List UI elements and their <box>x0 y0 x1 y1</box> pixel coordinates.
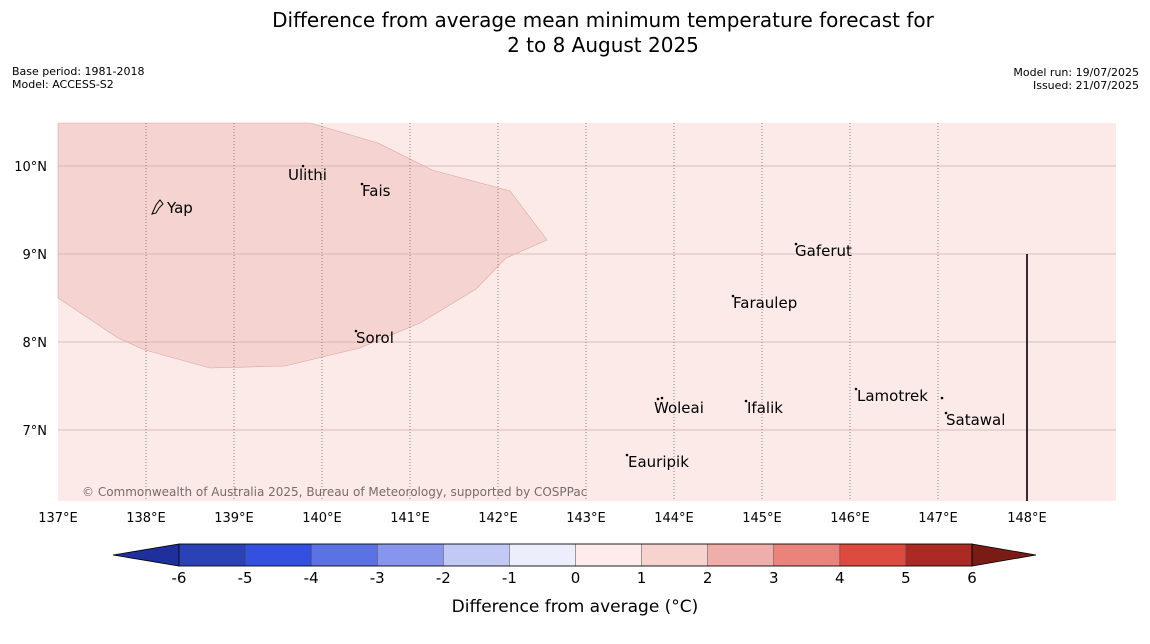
lon-label-141e: 141°E <box>390 511 430 526</box>
place-label-woleai: Woleai <box>654 399 704 417</box>
title-line-1: Difference from average mean minimum tem… <box>272 8 934 32</box>
colorbar-tick-label: -4 <box>304 569 319 587</box>
lon-label-138e: 138°E <box>126 511 166 526</box>
lon-label-146e: 146°E <box>830 511 870 526</box>
lat-label-9n: 9°N <box>23 248 48 263</box>
colorbar-segment <box>244 543 312 567</box>
title-line-2: 2 to 8 August 2025 <box>507 33 699 57</box>
colorbar-tick-label: 2 <box>703 569 713 587</box>
lon-label-137e: 137°E <box>38 511 78 526</box>
place-label-sorol: Sorol <box>356 329 394 347</box>
meta-right: Model run: 19/07/2025 Issued: 21/07/2025 <box>1013 66 1139 92</box>
colorbar-segment <box>773 543 841 567</box>
ulithi-dot <box>301 164 305 168</box>
woleai-dot-1 <box>656 397 660 401</box>
island-markers <box>151 164 948 457</box>
colorbar: -6 -5 -4 -3 -2 -1 0 1 2 3 4 5 6 Difference from aver… <box>112 543 1037 617</box>
colorbar-segment <box>178 543 246 567</box>
sorol-dot <box>354 329 358 333</box>
lon-labels: 137°E 138°E 139°E 140°E 141°E 142°E 143°… <box>38 511 1047 526</box>
colorbar-tick-label: 1 <box>637 569 647 587</box>
colorbar-segment <box>839 543 907 567</box>
colorbar-segment <box>575 543 643 567</box>
base-period: Base period: 1981-2018 <box>12 65 145 78</box>
colorbar-title: Difference from average (°C) <box>452 597 699 617</box>
place-label-lamotrek: Lamotrek <box>857 387 928 405</box>
colorbar-tick-label: -6 <box>172 569 187 587</box>
woleai-dot-2 <box>660 396 664 400</box>
colorbar-right-extension <box>971 543 1037 567</box>
satawal-dot <box>944 411 948 415</box>
lamotrek-dot <box>854 387 858 391</box>
lat-label-8n: 8°N <box>23 336 48 351</box>
place-labels: Yap Ulithi Fais Gaferut Faraulep Sorol L… <box>166 166 1005 471</box>
gaferut-dot <box>794 242 798 246</box>
lat-labels: 10°N 9°N 8°N 7°N <box>14 160 47 439</box>
place-label-eauripik: Eauripik <box>628 453 689 471</box>
lon-label-148e: 148°E <box>1007 511 1047 526</box>
place-label-ulithi: Ulithi <box>288 166 327 184</box>
lon-label-142e: 142°E <box>478 511 518 526</box>
model-name: Model: ACCESS-S2 <box>12 78 114 91</box>
place-label-gaferut: Gaferut <box>795 242 852 260</box>
colorbar-tick-label: 4 <box>835 569 845 587</box>
lon-label-143e: 143°E <box>566 511 606 526</box>
colorbar-tick-label: -1 <box>502 569 517 587</box>
lon-label-139e: 139°E <box>214 511 254 526</box>
small-island-dot <box>940 396 944 400</box>
ifalik-dot <box>744 399 748 403</box>
colorbar-tick-label: -5 <box>238 569 253 587</box>
colorbar-tick-labels: -6 -5 -4 -3 -2 -1 0 1 2 3 4 5 6 <box>172 569 977 587</box>
faraulep-dot <box>731 294 735 298</box>
colorbar-tick-label: 0 <box>571 569 581 587</box>
place-label-fais: Fais <box>362 182 391 200</box>
place-label-faraulep: Faraulep <box>733 294 797 312</box>
lon-label-147e: 147°E <box>918 511 958 526</box>
lat-label-10n: 10°N <box>14 160 47 175</box>
colorbar-segment <box>509 543 577 567</box>
lon-gridlines <box>145 123 939 501</box>
colorbar-segment <box>377 543 445 567</box>
model-run: Model run: 19/07/2025 <box>1013 66 1139 79</box>
meta-left: Base period: 1981-2018 Model: ACCESS-S2 <box>12 65 144 91</box>
colorbar-segment <box>310 543 378 567</box>
eauripik-dot <box>625 453 629 457</box>
colorbar-segment <box>443 543 511 567</box>
fais-dot <box>360 182 364 186</box>
place-label-yap: Yap <box>166 199 193 217</box>
lon-label-140e: 140°E <box>302 511 342 526</box>
lat-label-7n: 7°N <box>23 424 48 439</box>
lon-label-144e: 144°E <box>654 511 694 526</box>
place-label-satawal: Satawal <box>946 411 1005 429</box>
colorbar-tick-label: 3 <box>769 569 779 587</box>
colorbar-segments <box>178 543 973 567</box>
place-label-ifalik: Ifalik <box>747 399 783 417</box>
colorbar-outline <box>178 543 973 567</box>
colorbar-tick-label: -2 <box>436 569 451 587</box>
colorbar-left-extension <box>112 543 180 567</box>
colorbar-segment <box>641 543 709 567</box>
copyright-notice: © Commonwealth of Australia 2025, Bureau… <box>82 485 587 499</box>
colorbar-tick-label: 6 <box>967 569 977 587</box>
colorbar-segment <box>905 543 973 567</box>
anomaly-region <box>57 122 548 369</box>
lon-label-145e: 145°E <box>742 511 782 526</box>
issued-date: Issued: 21/07/2025 <box>1032 79 1139 92</box>
map-title: Difference from average mean minimum tem… <box>0 8 1150 58</box>
colorbar-segment <box>707 543 775 567</box>
colorbar-tick-label: 5 <box>901 569 911 587</box>
colorbar-tick-label: -3 <box>370 569 385 587</box>
yap-island-shape <box>151 199 164 215</box>
